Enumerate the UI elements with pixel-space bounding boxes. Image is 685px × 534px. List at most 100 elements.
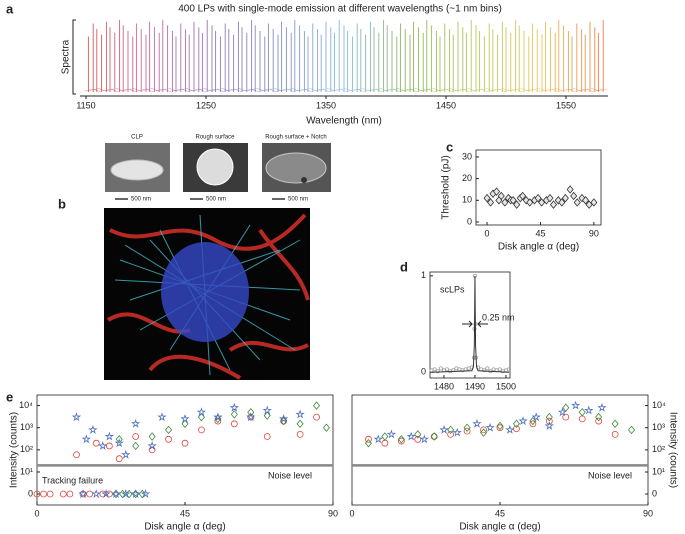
point	[549, 200, 558, 209]
spectrum-baseline	[577, 89, 586, 92]
point	[373, 434, 383, 444]
chart-title: 400 LPs with single-mode emission at dif…	[178, 4, 502, 15]
spectrum-baseline	[84, 89, 93, 92]
point	[230, 410, 238, 419]
point	[364, 438, 372, 448]
point	[534, 193, 542, 203]
point	[497, 367, 502, 372]
point	[526, 198, 534, 207]
spectrum-baseline	[506, 89, 515, 92]
point	[263, 411, 271, 420]
spectrum-baseline	[493, 88, 502, 91]
point	[104, 431, 115, 441]
point	[246, 412, 256, 422]
spectrum-baseline	[453, 89, 463, 92]
point	[485, 422, 495, 432]
spectrum-baseline	[559, 89, 568, 92]
point	[213, 412, 223, 422]
y-tick-label: 10³	[652, 422, 665, 432]
point	[92, 439, 100, 447]
x-tick-label: 45	[180, 508, 190, 518]
point	[463, 427, 471, 435]
point	[447, 430, 455, 438]
point	[485, 366, 490, 371]
spectrum-baseline	[409, 88, 418, 93]
point	[439, 424, 449, 434]
y-tick-label: 10¹	[652, 466, 665, 476]
spectrum-baseline	[242, 89, 251, 92]
annotation: 0.25 nm	[482, 312, 515, 322]
x-tick-label: 1350	[316, 100, 336, 110]
spectrum-baseline	[141, 88, 151, 91]
spectrum-baseline	[335, 88, 344, 91]
spectrum-baseline	[546, 88, 555, 91]
plot-frame	[36, 394, 334, 506]
y-tick-label: 10	[462, 195, 472, 205]
point	[280, 416, 288, 426]
y-tick-label: 30	[462, 151, 472, 161]
x-tick-label: 1500	[496, 381, 516, 391]
spectrum-baseline	[89, 88, 98, 91]
spectrum-baseline	[282, 88, 291, 91]
spectrum-baseline	[247, 88, 256, 91]
point	[438, 366, 443, 371]
point	[130, 418, 141, 428]
point	[78, 489, 88, 498]
spectrum-baseline	[585, 88, 595, 93]
point	[365, 435, 372, 443]
spectrum-baseline	[498, 88, 507, 93]
point	[140, 489, 151, 498]
x-axis-label: Disk angle α (deg)	[498, 242, 579, 253]
notch	[301, 177, 307, 183]
nucleus	[161, 242, 249, 342]
spectrum-baseline	[181, 88, 190, 93]
spectrum-baseline	[594, 89, 603, 92]
x-tick-label: 90	[328, 508, 338, 518]
point	[59, 490, 67, 498]
annotation: Noise level	[268, 470, 312, 480]
spectrum-baseline	[392, 88, 401, 93]
spectrum-baseline	[128, 88, 137, 93]
y-tick-label: 10³	[20, 422, 33, 432]
point	[538, 198, 546, 207]
point	[463, 423, 471, 432]
image-caption: CLP	[131, 135, 143, 141]
point	[545, 417, 553, 425]
spectrum-baseline	[260, 89, 269, 92]
spectrum-baseline	[317, 88, 326, 91]
point	[214, 414, 222, 424]
x-tick-label: 1150	[76, 100, 95, 110]
plot-frame	[351, 394, 649, 506]
spectrum-baseline	[198, 88, 207, 93]
spectrum-baseline	[581, 88, 590, 91]
spectrum-baseline	[155, 89, 164, 92]
y-tick-label: 1	[421, 270, 426, 280]
point	[570, 400, 581, 410]
point	[505, 424, 515, 434]
spectrum-baseline	[356, 88, 365, 93]
x-tick-label: 1490	[465, 381, 485, 391]
point	[570, 191, 578, 201]
point	[430, 432, 438, 441]
panel-label: c	[446, 139, 453, 154]
spectrum-baseline	[419, 89, 428, 92]
x-axis-label: Disk angle α (deg)	[459, 522, 540, 533]
point	[130, 489, 141, 498]
point	[81, 434, 92, 444]
point	[105, 490, 113, 498]
point	[430, 433, 438, 440]
width-arrows	[462, 320, 488, 328]
spectrum-baseline	[405, 88, 415, 91]
point	[40, 490, 47, 498]
point	[562, 413, 570, 421]
point	[419, 434, 430, 444]
point	[590, 198, 598, 207]
actin	[106, 213, 310, 380]
point	[584, 405, 594, 415]
spectrum-baseline	[207, 89, 217, 92]
point	[518, 416, 528, 426]
point	[472, 418, 482, 428]
image-caption: Rough surface + Notch	[265, 135, 327, 141]
point	[529, 420, 537, 428]
point	[180, 413, 190, 423]
